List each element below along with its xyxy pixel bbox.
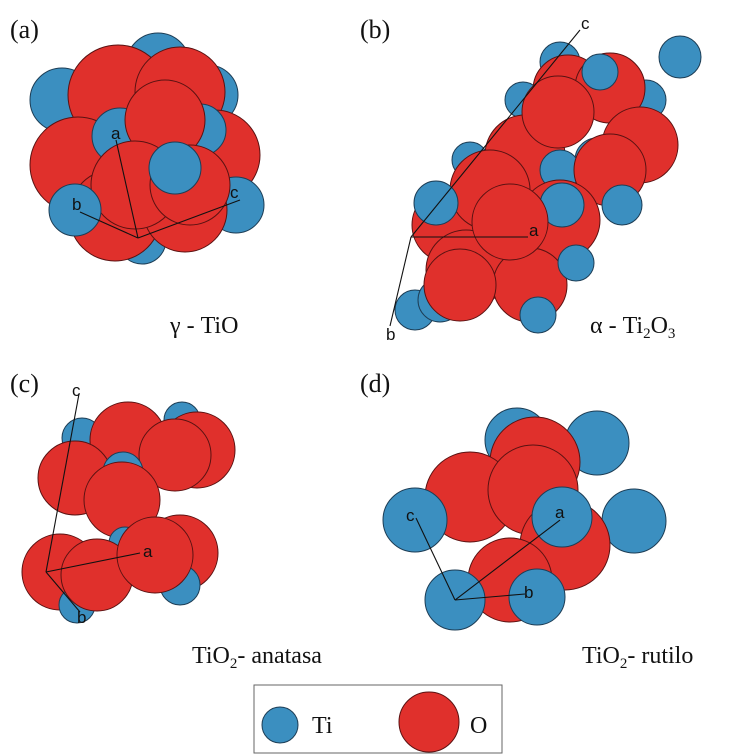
panel-a-unit-cell-axes: [79, 139, 241, 239]
panel-b-caption-rest: - Ti: [603, 313, 644, 339]
panel-a-axis-c: c: [230, 183, 239, 202]
panel-a: (a) a b c γ - TiO: [10, 15, 265, 339]
panel-b-caption-sub2: 3: [668, 326, 676, 342]
panel-b-caption-sub1: 2: [643, 326, 651, 342]
panel-c-caption-main: TiO: [192, 643, 230, 669]
panel-d-unit-cell-axes: [415, 517, 561, 601]
panel-c-atoms: [21, 401, 236, 624]
panel-d-axis-c: c: [406, 506, 415, 525]
panel-c-label: (c): [10, 369, 39, 398]
panel-b-axis-c: c: [581, 14, 590, 33]
panel-b-axis-b: b: [386, 325, 395, 344]
panel-b-caption-mid: O: [651, 313, 668, 339]
panel-d-caption-sub: 2: [620, 656, 628, 672]
panel-d: (d) a b c TiO2- rutilo: [360, 369, 693, 672]
panel-c-axis-c: c: [72, 381, 81, 400]
panel-c-unit-cell-axes: [45, 393, 141, 613]
panel-d-atoms: [382, 407, 667, 631]
panel-d-caption: TiO2- rutilo: [582, 643, 693, 672]
legend-o-swatch: [398, 691, 460, 753]
panel-b: (b): [360, 14, 702, 344]
panel-a-caption: γ - TiO: [169, 313, 238, 339]
panel-c-axis-a: a: [143, 542, 153, 561]
panel-c: (c) a b c TiO2- anatasa: [10, 369, 322, 672]
panel-c-caption: TiO2- anatasa: [192, 643, 322, 672]
legend-ti-label: Ti: [312, 713, 333, 739]
panel-a-caption-greek: γ: [169, 313, 181, 339]
panel-a-axis-a: a: [111, 124, 121, 143]
panel-a-caption-rest: - TiO: [181, 313, 239, 339]
panel-a-axis-b: b: [72, 195, 81, 214]
legend: Ti O: [253, 684, 503, 754]
panel-d-axis-b: b: [524, 583, 533, 602]
panel-b-label: (b): [360, 15, 390, 44]
panel-b-caption: α - Ti2O3: [590, 313, 675, 342]
panel-c-caption-tail: - anatasa: [237, 643, 322, 669]
panel-c-caption-sub: 2: [230, 656, 238, 672]
legend-ti-swatch: [261, 706, 299, 744]
panel-b-atoms: [394, 35, 702, 334]
panel-a-label: (a): [10, 15, 39, 44]
panel-a-atoms: [29, 32, 265, 265]
panel-d-axis-a: a: [555, 503, 565, 522]
panel-b-caption-greek: α: [590, 313, 603, 339]
panel-d-label: (d): [360, 369, 390, 398]
panel-c-axis-b: b: [77, 608, 86, 627]
panel-d-caption-main: TiO: [582, 643, 620, 669]
panel-b-unit-cell-axes: [389, 29, 581, 327]
panel-b-axis-a: a: [529, 221, 539, 240]
panel-d-caption-tail: - rutilo: [627, 643, 693, 669]
legend-o-label: O: [470, 713, 487, 739]
